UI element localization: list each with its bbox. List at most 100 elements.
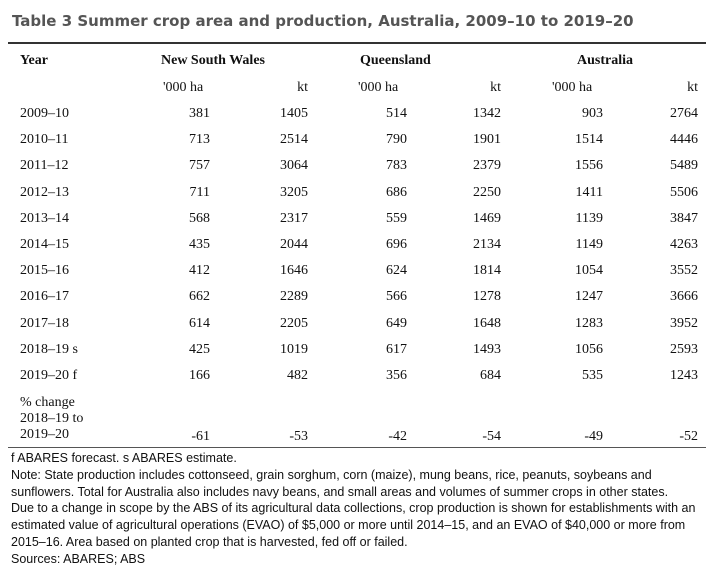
row-value: 649	[386, 316, 407, 331]
row-value: 2764	[670, 106, 698, 121]
change-value: -54	[482, 429, 501, 444]
row-value: 2134	[473, 237, 501, 252]
row-value: 514	[386, 106, 407, 121]
row-value: 559	[386, 211, 407, 226]
row-value: 2593	[670, 342, 698, 357]
row-value: 1411	[575, 185, 603, 200]
row-year: 2016–17	[20, 289, 69, 304]
row-value: 614	[189, 316, 210, 331]
row-value: 3666	[670, 289, 698, 304]
row-value: 684	[480, 368, 501, 383]
row-value: 3205	[280, 185, 308, 200]
row-value: 5506	[670, 185, 698, 200]
note-line: f ABARES forecast. s ABARES estimate.	[11, 451, 237, 465]
row-value: 535	[582, 368, 603, 383]
row-value: 783	[386, 158, 407, 173]
row-value: 1283	[575, 316, 603, 331]
row-value: 2250	[473, 185, 501, 200]
header-group-qld: Queensland	[360, 53, 431, 68]
row-value: 1514	[575, 132, 603, 147]
change-value: -52	[679, 429, 698, 444]
note-line: sunflowers. Total for Australia also inc…	[11, 484, 669, 499]
row-year: 2015–16	[20, 263, 69, 278]
row-value: 1056	[575, 342, 603, 357]
row-value: 482	[287, 368, 308, 383]
row-value: 1648	[473, 316, 501, 331]
row-value: 356	[386, 368, 407, 383]
note-line: Due to a change in scope by the ABS of i…	[11, 501, 696, 516]
row-value: 5489	[670, 158, 698, 173]
note-line: Note: State production includes cottonse…	[11, 467, 652, 482]
change-label: % change 2018–19 to 2019–20	[20, 395, 83, 443]
row-value: 903	[582, 106, 603, 121]
row-value: 624	[386, 263, 407, 278]
header-group-nsw: New South Wales	[161, 53, 265, 68]
change-value: -42	[388, 429, 407, 444]
note-line: estimated value of agricultural operatio…	[11, 518, 686, 533]
row-value: 1469	[473, 211, 501, 226]
change-label-line: 2018–19 to	[20, 411, 84, 426]
row-value: 711	[189, 185, 210, 200]
row-value: 2205	[280, 316, 308, 331]
row-value: 713	[189, 132, 210, 147]
row-value: 412	[189, 263, 210, 278]
row-value: 4446	[670, 132, 698, 147]
row-value: 1405	[280, 106, 308, 121]
row-value: 2044	[280, 237, 308, 252]
row-value: 1243	[670, 368, 698, 383]
row-year: 2013–14	[20, 211, 69, 226]
row-year: 2014–15	[20, 237, 69, 252]
change-label-line: % change	[20, 395, 75, 410]
row-value: 435	[189, 237, 210, 252]
change-value: -53	[289, 429, 308, 444]
row-year: 2019–20 f	[20, 368, 78, 383]
row-value: 2379	[473, 158, 501, 173]
row-value: 1493	[473, 342, 501, 357]
unit-nsw-prod: kt	[297, 80, 308, 95]
row-value: 1149	[575, 237, 603, 252]
header-group-aus: Australia	[577, 53, 633, 68]
row-year: 2011–12	[20, 158, 69, 173]
row-value: 662	[189, 289, 210, 304]
header-year: Year	[20, 53, 48, 68]
row-value: 1556	[575, 158, 603, 173]
row-year: 2010–11	[20, 132, 69, 147]
row-value: 381	[189, 106, 210, 121]
row-value: 2289	[280, 289, 308, 304]
bottom-rule	[8, 447, 706, 448]
row-value: 790	[386, 132, 407, 147]
note-line: Sources: ABARES; ABS	[11, 551, 146, 566]
row-value: 1019	[280, 342, 308, 357]
row-value: 1054	[575, 263, 603, 278]
row-value: 2514	[280, 132, 308, 147]
unit-qld-area: '000 ha	[358, 80, 399, 95]
change-value: -49	[584, 429, 603, 444]
row-value: 617	[386, 342, 407, 357]
row-value: 696	[386, 237, 407, 252]
top-rule	[8, 42, 706, 44]
row-value: 568	[189, 211, 210, 226]
row-value: 3952	[670, 316, 698, 331]
row-year: 2009–10	[20, 106, 69, 121]
row-value: 2317	[280, 211, 308, 226]
row-value: 1646	[280, 263, 308, 278]
row-year: 2017–18	[20, 316, 69, 331]
row-value: 1139	[575, 211, 603, 226]
row-value: 3552	[670, 263, 698, 278]
unit-qld-prod: kt	[490, 80, 501, 95]
row-year: 2012–13	[20, 185, 69, 200]
unit-nsw-area: '000 ha	[163, 80, 204, 95]
row-value: 1342	[473, 106, 501, 121]
row-value: 757	[189, 158, 210, 173]
unit-aus-prod: kt	[687, 80, 698, 95]
table-title: Table 3 Summer crop area and production,…	[12, 12, 634, 30]
row-year: 2018–19 s	[20, 342, 78, 357]
row-value: 3847	[670, 211, 698, 226]
row-value: 425	[189, 342, 210, 357]
row-value: 3064	[280, 158, 308, 173]
row-value: 1901	[473, 132, 501, 147]
row-value: 566	[386, 289, 407, 304]
unit-aus-area: '000 ha	[552, 80, 593, 95]
row-value: 1247	[575, 289, 603, 304]
